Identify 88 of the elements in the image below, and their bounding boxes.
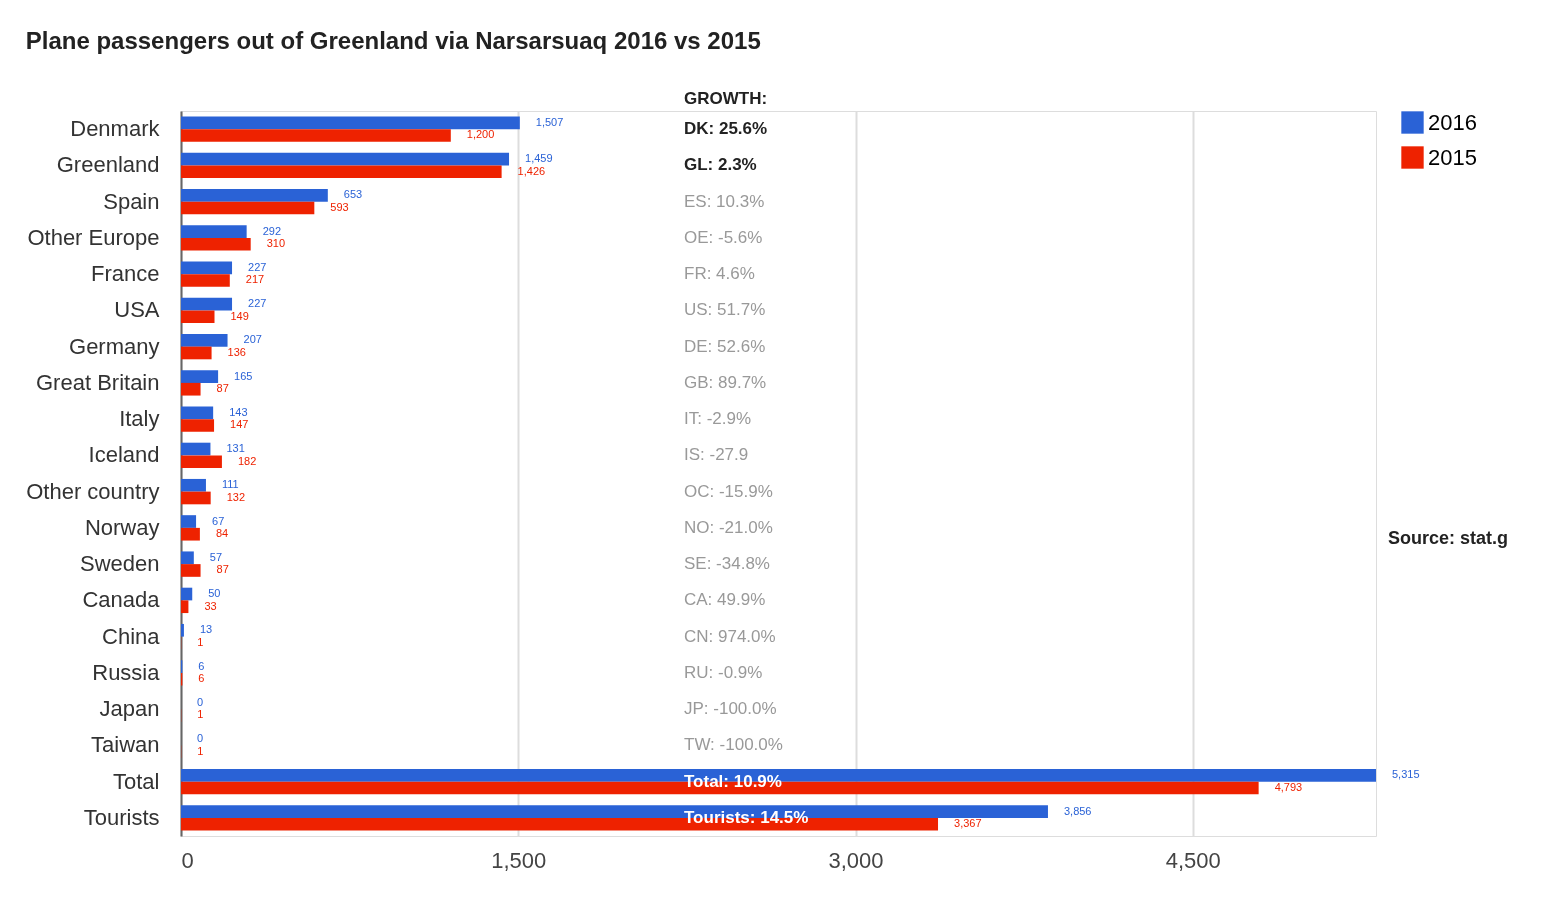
data-label: 653 — [343, 188, 363, 201]
y-tick-label: Spain — [103, 188, 160, 214]
y-tick-label: Russia — [92, 659, 161, 685]
data-label: 50 — [208, 587, 221, 600]
data-label: 111 — [221, 478, 239, 491]
annotation: CA: 49.9% — [684, 590, 766, 610]
annotation: GL: 2.3% — [684, 155, 757, 175]
y-tick-label: Japan — [99, 696, 160, 722]
y-tick-label: Iceland — [88, 442, 160, 468]
data-label: 132 — [226, 490, 246, 503]
data-label: 1 — [197, 744, 204, 757]
y-tick-label: Tourists — [83, 804, 160, 830]
annotation: CN: 974.0% — [684, 626, 776, 646]
data-label: 131 — [226, 442, 245, 455]
y-tick-label: Germany — [69, 333, 160, 359]
y-tick-label: Other Europe — [27, 224, 160, 250]
data-label: 165 — [234, 369, 253, 382]
y-tick-label: Great Britain — [36, 369, 160, 395]
annotation: DE: 52.6% — [684, 336, 766, 356]
annotation: Total: 10.9% — [684, 771, 782, 791]
data-label: 1 — [197, 708, 204, 721]
data-label: 0 — [197, 732, 204, 745]
data-label: 149 — [230, 309, 249, 322]
data-label: 1,426 — [517, 164, 546, 177]
data-label: 3,367 — [954, 817, 982, 830]
data-label: 147 — [230, 418, 249, 431]
x-tick-label: 4,500 — [1165, 847, 1221, 873]
y-tick-label: Greenland — [56, 152, 160, 178]
data-label: 1 — [197, 635, 204, 648]
data-label: 182 — [237, 454, 257, 467]
x-tick-label: 3,000 — [828, 847, 884, 873]
data-label: 1,507 — [535, 115, 564, 128]
text: GROWTH: — [684, 89, 768, 108]
annotation: US: 51.7% — [684, 300, 766, 320]
data-label: 57 — [209, 550, 223, 563]
data-label: 136 — [227, 345, 246, 358]
data-label: 217 — [245, 273, 265, 286]
data-label: 0 — [197, 695, 204, 708]
data-label: 5,315 — [1392, 768, 1420, 781]
data-label: 4,793 — [1274, 780, 1303, 793]
y-tick-label: Taiwan — [91, 732, 160, 758]
data-label: 3,856 — [1063, 804, 1092, 817]
y-tick-label: Norway — [84, 514, 160, 540]
annotation: JP: -100.0% — [684, 699, 777, 719]
x-tick-label: 1,500 — [491, 847, 547, 873]
legend-label: 2015 — [1428, 144, 1477, 170]
y-tick-label: USA — [114, 297, 160, 323]
data-label: 227 — [248, 297, 267, 310]
data-label: 143 — [229, 405, 248, 418]
annotation: OC: -15.9% — [684, 481, 773, 501]
y-tick-label: China — [102, 623, 161, 649]
annotation: TW: -100.0% — [684, 735, 783, 755]
source-note: Source: stat.g — [1388, 527, 1509, 548]
data-label: 593 — [330, 200, 349, 213]
legend-label: 2016 — [1428, 109, 1477, 135]
annotation: IT: -2.9% — [684, 409, 752, 429]
y-tick-label: Sweden — [79, 551, 160, 577]
data-label: 310 — [266, 237, 286, 250]
y-tick-label: France — [91, 261, 160, 287]
y-tick-label: Other country — [26, 478, 160, 504]
annotation: FR: 4.6% — [684, 264, 755, 284]
annotation: ES: 10.3% — [684, 191, 765, 211]
y-tick-label: Canada — [82, 587, 161, 613]
annotation: GB: 89.7% — [684, 372, 767, 392]
annotation: OE: -5.6% — [684, 227, 763, 247]
annotation: NO: -21.0% — [684, 517, 773, 537]
annotation: DK: 25.6% — [684, 119, 768, 139]
data-label: 6 — [198, 659, 205, 672]
data-label: 67 — [212, 514, 225, 527]
data-label: 207 — [243, 333, 262, 346]
data-label: 33 — [204, 599, 217, 612]
annotation: SE: -34.8% — [684, 554, 770, 574]
data-label: 227 — [248, 260, 267, 273]
y-tick-label: Italy — [119, 406, 160, 432]
data-label: 292 — [262, 224, 282, 237]
data-label: 87 — [216, 563, 229, 576]
data-label: 1,459 — [525, 152, 553, 165]
data-label: 84 — [215, 527, 229, 540]
y-tick-label: Denmark — [70, 116, 161, 142]
data-label: 1,200 — [466, 128, 495, 141]
annotation: IS: -27.9 — [684, 445, 749, 465]
y-tick-label: Total — [113, 768, 160, 794]
annotation: RU: -0.9% — [684, 662, 763, 682]
chart-title: Plane passengers out of Greenland via Narsarsuaq 2016 vs 2015 — [25, 27, 761, 54]
data-label: 87 — [216, 382, 229, 395]
x-tick-label: 0 — [181, 847, 194, 873]
data-label: 6 — [198, 672, 205, 685]
data-label: 13 — [199, 623, 213, 636]
